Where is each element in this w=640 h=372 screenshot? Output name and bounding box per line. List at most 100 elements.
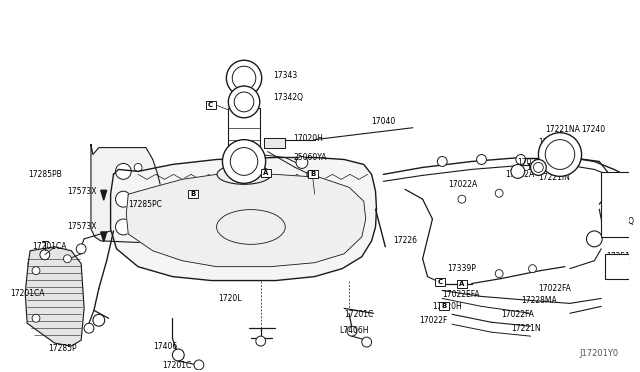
FancyBboxPatch shape bbox=[435, 278, 445, 286]
Circle shape bbox=[93, 314, 105, 326]
Circle shape bbox=[134, 163, 142, 171]
Text: A: A bbox=[263, 170, 268, 176]
Text: 17020H: 17020H bbox=[293, 134, 323, 143]
Circle shape bbox=[134, 191, 142, 199]
Text: 17406: 17406 bbox=[153, 341, 177, 350]
Text: 17429Q: 17429Q bbox=[604, 217, 634, 225]
Text: 17201C: 17201C bbox=[163, 362, 192, 371]
Circle shape bbox=[84, 323, 94, 333]
Text: A: A bbox=[459, 280, 465, 286]
Circle shape bbox=[550, 154, 560, 164]
Ellipse shape bbox=[217, 164, 271, 184]
Circle shape bbox=[437, 157, 447, 166]
Circle shape bbox=[362, 337, 372, 347]
Circle shape bbox=[115, 191, 131, 207]
Circle shape bbox=[232, 66, 256, 90]
Circle shape bbox=[307, 170, 315, 178]
Text: 17221IN: 17221IN bbox=[538, 173, 570, 182]
Circle shape bbox=[495, 189, 503, 197]
FancyBboxPatch shape bbox=[188, 190, 198, 198]
Text: 17022FA: 17022FA bbox=[501, 310, 534, 319]
Circle shape bbox=[32, 314, 40, 322]
Text: 17251: 17251 bbox=[606, 252, 630, 261]
Polygon shape bbox=[111, 157, 376, 280]
Circle shape bbox=[534, 163, 543, 172]
Circle shape bbox=[477, 154, 486, 164]
Text: L7406H: L7406H bbox=[339, 326, 369, 335]
Circle shape bbox=[40, 250, 50, 260]
Circle shape bbox=[531, 160, 547, 175]
Circle shape bbox=[516, 154, 525, 164]
Text: 17022A: 17022A bbox=[527, 163, 556, 172]
Polygon shape bbox=[100, 190, 107, 200]
Text: 17343: 17343 bbox=[273, 71, 298, 80]
Text: 17022A: 17022A bbox=[448, 180, 477, 189]
FancyBboxPatch shape bbox=[601, 172, 637, 237]
Circle shape bbox=[256, 336, 266, 346]
Text: 17342Q: 17342Q bbox=[273, 93, 303, 102]
Text: J17201Y0: J17201Y0 bbox=[580, 349, 619, 358]
Circle shape bbox=[545, 140, 575, 169]
Circle shape bbox=[223, 140, 266, 183]
Circle shape bbox=[32, 267, 40, 275]
Circle shape bbox=[529, 265, 536, 273]
Text: 17221NA: 17221NA bbox=[545, 125, 580, 134]
Circle shape bbox=[234, 92, 254, 112]
Circle shape bbox=[511, 164, 525, 178]
Text: 17040: 17040 bbox=[372, 117, 396, 126]
FancyBboxPatch shape bbox=[457, 280, 467, 288]
Ellipse shape bbox=[216, 209, 285, 244]
Circle shape bbox=[76, 244, 86, 254]
Circle shape bbox=[115, 219, 131, 235]
Text: B: B bbox=[190, 191, 196, 197]
Text: 17022A: 17022A bbox=[517, 158, 546, 167]
Polygon shape bbox=[126, 174, 365, 267]
Text: 17022EFA: 17022EFA bbox=[442, 290, 479, 299]
Text: 17573X: 17573X bbox=[67, 222, 97, 231]
Text: 17201CA: 17201CA bbox=[32, 242, 67, 251]
Text: C: C bbox=[208, 102, 213, 108]
Text: 17220H: 17220H bbox=[432, 302, 462, 311]
Text: 17201C: 17201C bbox=[344, 310, 373, 319]
Text: 17022F: 17022F bbox=[419, 316, 447, 325]
Text: 17285P: 17285P bbox=[48, 344, 76, 353]
Circle shape bbox=[296, 157, 308, 169]
Text: 17221N: 17221N bbox=[511, 324, 541, 333]
Text: 17228MA: 17228MA bbox=[521, 296, 557, 305]
Text: 17573X: 17573X bbox=[67, 187, 97, 196]
Circle shape bbox=[115, 163, 131, 179]
Text: 17201CA: 17201CA bbox=[10, 289, 45, 298]
Text: B: B bbox=[442, 304, 447, 310]
FancyBboxPatch shape bbox=[439, 302, 449, 310]
FancyBboxPatch shape bbox=[206, 101, 216, 109]
Text: 17226: 17226 bbox=[393, 236, 417, 246]
Text: 17022FA: 17022FA bbox=[538, 284, 572, 293]
Text: 17240: 17240 bbox=[582, 125, 605, 134]
Text: 17285PC: 17285PC bbox=[128, 200, 162, 209]
Circle shape bbox=[538, 133, 582, 176]
Text: C: C bbox=[438, 279, 443, 285]
Circle shape bbox=[458, 195, 466, 203]
Circle shape bbox=[228, 86, 260, 118]
Polygon shape bbox=[146, 214, 157, 224]
Circle shape bbox=[63, 255, 71, 263]
Polygon shape bbox=[100, 232, 107, 242]
Text: B: B bbox=[310, 171, 316, 177]
Polygon shape bbox=[264, 138, 285, 148]
Circle shape bbox=[347, 326, 357, 336]
Circle shape bbox=[172, 349, 184, 361]
Circle shape bbox=[495, 270, 503, 278]
Text: 25060YA: 25060YA bbox=[293, 153, 326, 162]
FancyBboxPatch shape bbox=[308, 170, 317, 178]
Circle shape bbox=[230, 148, 258, 175]
Polygon shape bbox=[91, 145, 163, 243]
Polygon shape bbox=[25, 247, 84, 346]
FancyBboxPatch shape bbox=[605, 254, 632, 279]
Circle shape bbox=[227, 60, 262, 96]
Text: 17022A: 17022A bbox=[505, 170, 534, 179]
Circle shape bbox=[194, 360, 204, 370]
Text: 1720L: 1720L bbox=[218, 294, 242, 303]
Circle shape bbox=[134, 219, 142, 227]
Circle shape bbox=[586, 231, 602, 247]
Text: 17285PB: 17285PB bbox=[28, 170, 62, 179]
